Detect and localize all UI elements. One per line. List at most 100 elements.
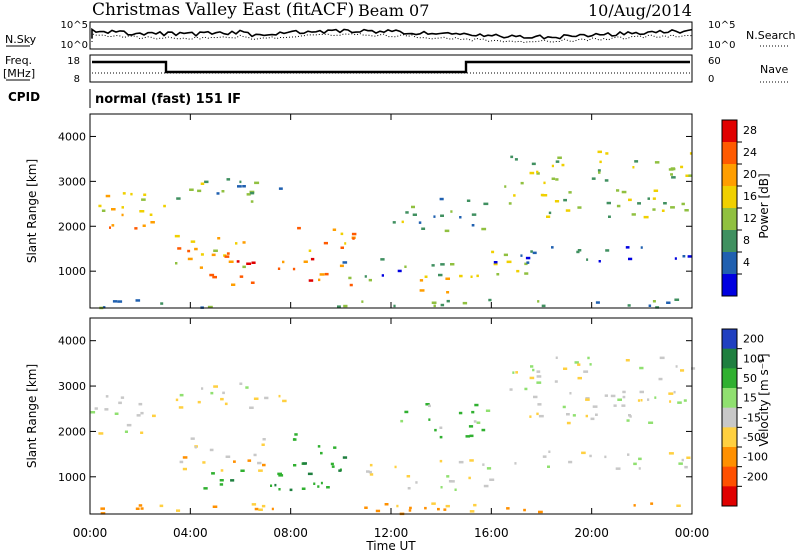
- data-cell: [689, 152, 692, 155]
- data-cell: [538, 510, 543, 514]
- data-cell: [292, 267, 296, 271]
- nsearch-tick-bottom: 10^0: [708, 40, 735, 51]
- data-cell: [320, 481, 323, 485]
- power-colorbar-segment: [722, 164, 737, 187]
- data-cell: [247, 459, 252, 462]
- data-cell: [515, 371, 518, 374]
- data-cell: [253, 397, 259, 400]
- data-cell: [433, 215, 436, 218]
- data-cell: [459, 216, 462, 219]
- data-cell: [397, 269, 402, 273]
- data-cell: [122, 192, 126, 195]
- data-cell: [207, 305, 213, 309]
- data-cell: [631, 213, 636, 216]
- data-cell: [595, 413, 598, 416]
- data-cell: [112, 300, 118, 303]
- x-tick-label: 16:00: [474, 526, 509, 540]
- velocity-y-axis: 4000 3000 2000 1000: [58, 335, 692, 484]
- data-cell: [520, 254, 523, 257]
- power-colorbar-segment: [722, 208, 737, 231]
- data-cell: [197, 189, 202, 193]
- data-cell: [595, 301, 600, 304]
- data-cell: [532, 251, 537, 255]
- data-cell: [326, 486, 330, 489]
- velocity-colorbar-tick-label: -15: [743, 411, 761, 424]
- data-cell: [152, 414, 156, 418]
- data-cell: [648, 421, 654, 424]
- data-cell: [200, 182, 205, 185]
- data-cell: [659, 356, 665, 360]
- data-cell: [310, 257, 315, 261]
- x-tick-label: 08:00: [273, 526, 308, 540]
- data-cell: [101, 209, 106, 212]
- data-cell: [529, 171, 535, 175]
- data-cell: [364, 275, 367, 278]
- data-cell: [621, 404, 626, 407]
- data-cell: [591, 177, 596, 180]
- data-cell: [239, 382, 243, 385]
- data-cell: [111, 208, 116, 211]
- data-cell: [470, 275, 473, 278]
- data-cell: [179, 460, 184, 464]
- nsearch-tick-top: 10^5: [708, 20, 735, 31]
- data-cell: [318, 278, 321, 282]
- data-cell: [135, 507, 140, 510]
- data-cell: [536, 172, 540, 175]
- data-cell: [586, 258, 589, 261]
- data-cell: [175, 398, 179, 402]
- data-cell: [638, 457, 642, 461]
- data-cell: [174, 234, 180, 238]
- data-cell: [514, 158, 518, 161]
- data-cell: [235, 242, 238, 245]
- data-cell: [140, 507, 144, 510]
- data-cell: [625, 246, 630, 249]
- data-cell: [632, 166, 635, 169]
- data-cell: [440, 214, 444, 217]
- data-cell: [673, 390, 676, 394]
- data-cell: [105, 395, 109, 398]
- data-cell: [590, 417, 595, 421]
- data-cell: [654, 161, 660, 164]
- data-cell: [262, 438, 266, 441]
- data-cell: [428, 404, 431, 408]
- power-colorbar: 28 24 20 16 12 8 4: [721, 119, 757, 297]
- data-cell: [230, 479, 235, 482]
- data-cell: [149, 213, 153, 216]
- data-cell: [638, 467, 641, 470]
- data-cell: [333, 446, 337, 449]
- data-cell: [294, 433, 298, 436]
- data-cell: [308, 249, 312, 252]
- data-cell: [625, 359, 630, 362]
- data-cell: [130, 192, 133, 196]
- data-cell: [338, 469, 342, 472]
- data-cell: [655, 306, 660, 309]
- data-cell: [400, 419, 404, 423]
- data-cell: [684, 209, 689, 212]
- data-cell: [323, 241, 328, 245]
- data-cell: [175, 262, 178, 265]
- data-cell: [568, 191, 572, 194]
- data-cell: [190, 437, 195, 440]
- data-cell: [537, 300, 540, 303]
- data-cell: [254, 181, 260, 185]
- noise-search-series: [91, 33, 693, 44]
- data-cell: [439, 197, 444, 201]
- data-cell: [440, 486, 443, 489]
- data-cell: [446, 475, 450, 478]
- data-cell: [369, 473, 374, 476]
- frequency-series: [92, 60, 690, 74]
- y-tick-label: 1000: [58, 265, 86, 278]
- data-cell: [201, 387, 204, 390]
- data-cell: [270, 484, 273, 487]
- data-cell: [608, 215, 611, 218]
- data-cell: [100, 512, 106, 515]
- data-cell: [471, 410, 475, 414]
- data-cell: [652, 208, 656, 211]
- data-cell: [226, 178, 231, 181]
- data-cell: [551, 164, 554, 168]
- data-cell: [647, 197, 650, 200]
- data-cell: [150, 221, 155, 224]
- data-cell: [597, 150, 602, 154]
- data-cell: [194, 247, 198, 251]
- data-cell: [182, 467, 187, 471]
